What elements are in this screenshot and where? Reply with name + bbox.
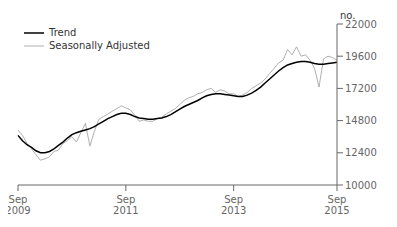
html-text:Seasonally Adjusted: Seasonally Adjusted [49, 40, 150, 51]
svg-text:14800: 14800 [345, 115, 377, 126]
svg-text:Sep2009: Sep2009 [8, 194, 31, 216]
svg-text:Sep2011: Sep2011 [113, 194, 138, 216]
svg-text:22000: 22000 [345, 18, 377, 30]
svg-text:19600: 19600 [345, 51, 377, 62]
svg-text:10000: 10000 [345, 180, 377, 191]
svg-text:Sep2013: Sep2013 [221, 194, 246, 216]
svg-text:12400: 12400 [345, 147, 377, 158]
svg-text:17200: 17200 [345, 83, 377, 94]
html-text:no.: no. [340, 10, 356, 21]
html-text:Trend: Trend [49, 27, 77, 38]
svg-text:Sep2015: Sep2015 [324, 194, 349, 216]
